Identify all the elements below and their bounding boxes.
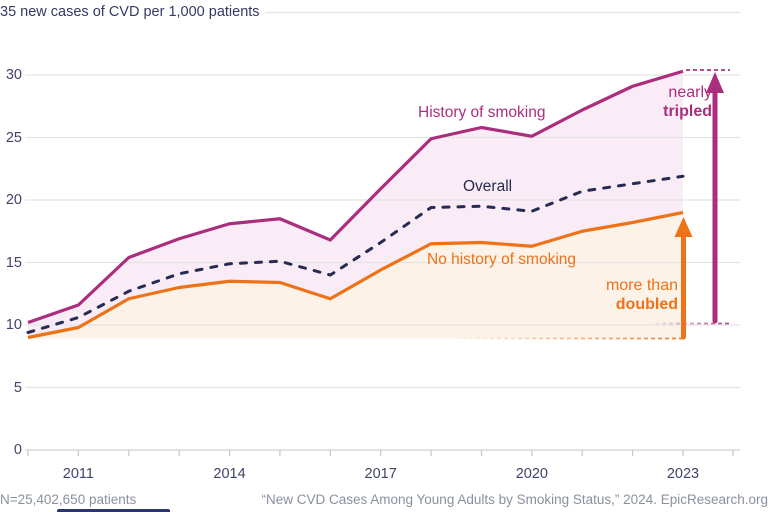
x-axis-label: 2023 (666, 466, 700, 482)
series-label-history-of-smoking: History of smoking (418, 104, 546, 121)
tripled-arrow-head (706, 72, 724, 93)
bottom-accent-bar (57, 509, 170, 512)
annotation-line: tripled (663, 103, 712, 120)
line-overall (26, 174, 685, 334)
x-axis-label: 2014 (213, 466, 246, 482)
annotation-more-than-doubled: more than doubled (606, 276, 678, 314)
y-axis-label: 25 (5, 129, 22, 146)
y-axis-label: 10 (5, 317, 22, 333)
annotation-nearly-tripled: nearly tripled (663, 83, 712, 121)
y-axis-label: 30 (5, 67, 22, 83)
y-axis-label: 15 (5, 254, 22, 271)
line-no-history-of-smoking (27, 210, 684, 340)
area-no-history-of-smoking (28, 212, 683, 339)
x-axis-label: 2011 (62, 466, 94, 482)
source-citation: “New CVD Cases Among Young Adults by Smo… (261, 492, 768, 507)
annotation-line: more than (605, 277, 678, 294)
series-label-overall: Overall (463, 178, 513, 195)
y-axis-label: 0 (13, 442, 22, 458)
line-history-of-smoking (27, 69, 684, 325)
series-label-no-history-of-smoking: No history of smoking (427, 251, 577, 268)
x-axis-label: 2020 (515, 466, 548, 482)
annotation-line: doubled (615, 296, 678, 313)
footnote-sample-size: N=25,402,650 patients (0, 492, 137, 507)
doubled-arrow-head (674, 217, 693, 237)
chart-title: 35 new cases of CVD per 1,000 patients (0, 4, 260, 20)
y-axis-label: 20 (5, 192, 22, 208)
y-axis-label: 5 (13, 379, 22, 396)
x-axis-label: 2017 (364, 466, 397, 482)
annotation-line: nearly (668, 84, 712, 101)
